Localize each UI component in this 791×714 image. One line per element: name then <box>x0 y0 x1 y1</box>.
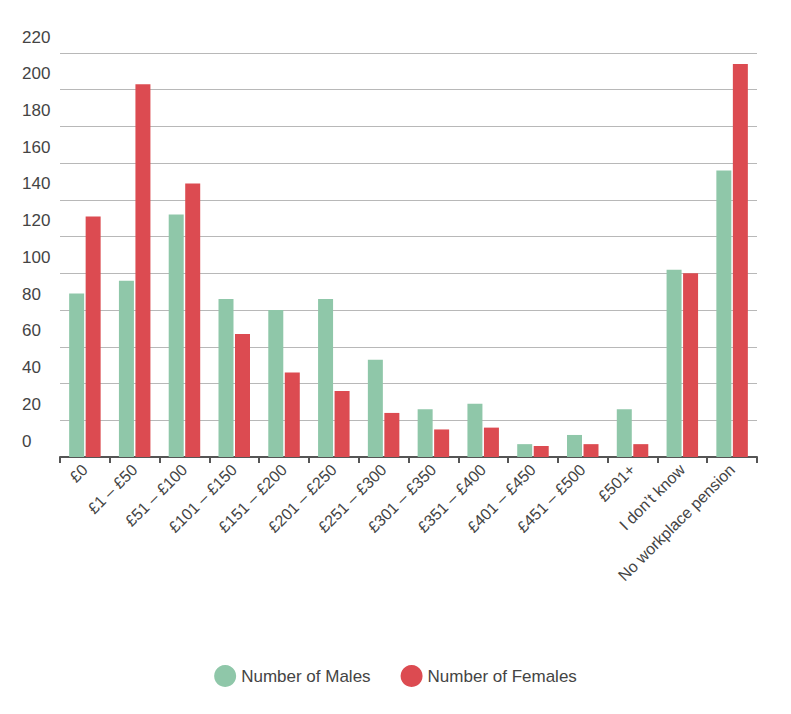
svg-text:£401 – £450: £401 – £450 <box>464 461 539 536</box>
svg-text:100: 100 <box>22 248 50 267</box>
svg-text:£151 – £200: £151 – £200 <box>215 461 290 536</box>
svg-text:40: 40 <box>22 358 41 377</box>
svg-text:£351 – £400: £351 – £400 <box>414 461 490 536</box>
svg-text:120: 120 <box>22 211 50 230</box>
svg-text:220: 220 <box>22 28 50 47</box>
svg-text:£501+: £501+ <box>595 461 639 505</box>
svg-text:£451 – £500: £451 – £500 <box>514 461 589 536</box>
svg-text:180: 180 <box>22 101 50 120</box>
svg-text:20: 20 <box>22 395 41 414</box>
svg-text:Number of Females: Number of Females <box>428 667 577 686</box>
svg-text:£0: £0 <box>66 461 91 486</box>
svg-text:I don’t know: I don’t know <box>616 461 689 534</box>
svg-text:140: 140 <box>22 174 50 193</box>
svg-text:£1 – £50: £1 – £50 <box>84 461 141 517</box>
svg-text:£201 – £250: £201 – £250 <box>265 461 340 536</box>
svg-text:No workplace pension: No workplace pension <box>615 461 738 584</box>
svg-text:60: 60 <box>22 321 41 340</box>
svg-text:£101 – £150: £101 – £150 <box>165 461 241 536</box>
svg-text:£51 – £100: £51 – £100 <box>121 461 191 530</box>
svg-text:160: 160 <box>22 138 50 157</box>
svg-text:80: 80 <box>22 285 41 304</box>
svg-text:0: 0 <box>22 432 31 451</box>
svg-text:200: 200 <box>22 64 50 83</box>
svg-text:£301 – £350: £301 – £350 <box>364 461 440 536</box>
svg-text:Number of Males: Number of Males <box>241 667 370 686</box>
svg-text:£251 – £300: £251 – £300 <box>314 461 390 536</box>
